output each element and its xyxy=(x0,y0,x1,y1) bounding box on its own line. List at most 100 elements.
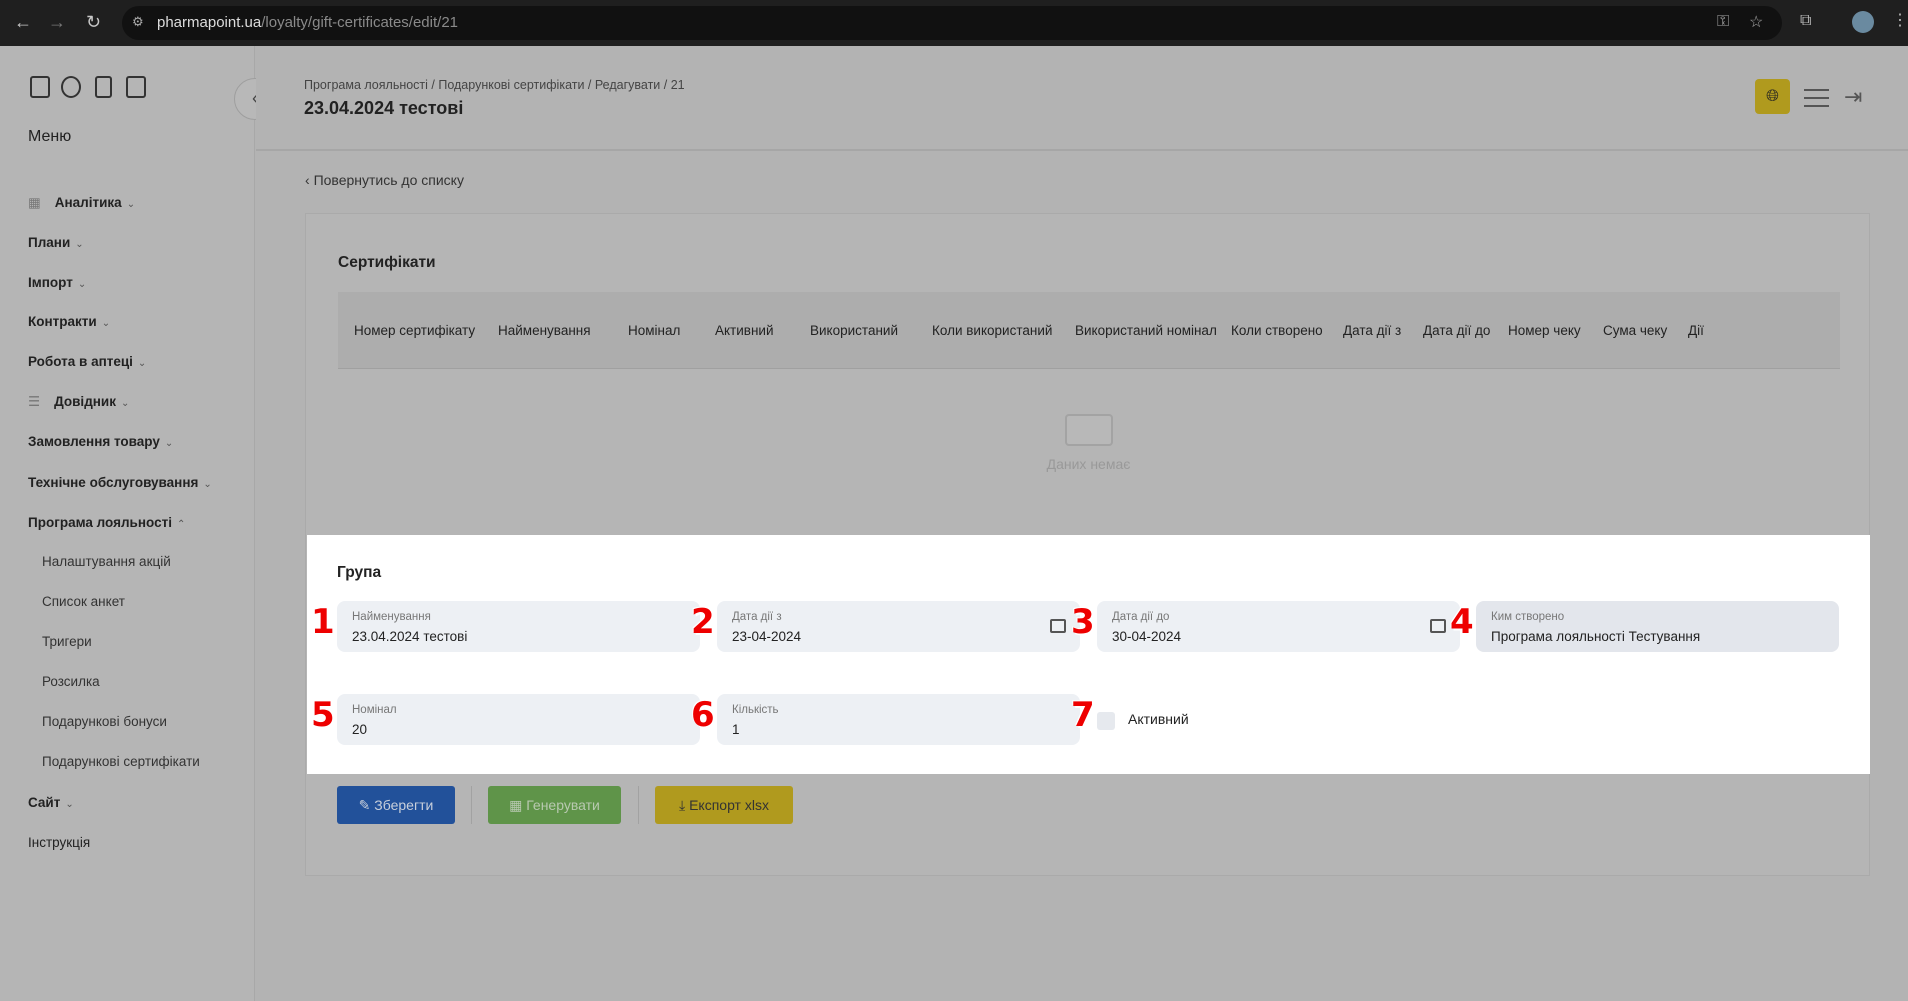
field-value: 23.04.2024 тестові xyxy=(352,629,468,644)
field-input[interactable]: Дата дії до 30-04-2024 xyxy=(1097,601,1460,652)
download-icon: ⤓ xyxy=(679,797,690,813)
sidebar-item[interactable]: Імпорт ⌄ xyxy=(28,275,86,290)
sidebar-item[interactable]: Замовлення товару ⌄ xyxy=(28,434,173,449)
field-input[interactable]: Дата дії з 23-04-2024 xyxy=(717,601,1080,652)
sidebar-item-label: Програма лояльності xyxy=(28,515,172,530)
column-header[interactable]: Дії xyxy=(1688,322,1704,338)
sidebar-item-label: Технічне обслуговування xyxy=(28,475,199,490)
field-value: 30-04-2024 xyxy=(1112,629,1182,644)
logout-icon[interactable]: ⇥ xyxy=(1844,84,1863,109)
sidebar: Меню ▦ Аналітика ⌄ Плани ⌄ Імпорт ⌄ Контракти ⌄ Р… xyxy=(0,46,255,1001)
field-input: Ким створено Програма лояльності Тестуван… xyxy=(1476,601,1839,652)
sidebar-subitem[interactable]: Налаштування акцій xyxy=(42,554,171,569)
url-path: /loyalty/gift-certificates/edit/21 xyxy=(261,14,459,31)
column-header[interactable]: Дата дії до xyxy=(1423,322,1491,338)
url-text: pharmapoint.ua/loyalty/gift-certificates… xyxy=(157,14,458,31)
export-xlsx-button[interactable]: ⤓ Експорт xlsx xyxy=(655,786,793,824)
address-bar[interactable]: ⚙ pharmapoint.ua/loyalty/gift-certificat… xyxy=(122,6,1782,40)
star-icon[interactable]: ☆ xyxy=(1749,14,1764,31)
active-checkbox[interactable] xyxy=(1097,712,1115,730)
url-host: pharmapoint.ua xyxy=(157,14,262,31)
chevron-down-icon: ⌄ xyxy=(77,279,87,290)
back-link-label: Повернутись до списку xyxy=(313,172,464,188)
field-label: Номінал xyxy=(352,704,397,716)
sidebar-item[interactable]: ▦ Аналітика ⌄ xyxy=(28,195,135,211)
field-input[interactable]: Кількість 1 xyxy=(717,694,1080,745)
sidebar-item-label: Аналітика xyxy=(54,195,122,210)
sidebar-item[interactable]: Контракти ⌄ xyxy=(28,314,110,329)
sidebar-item-label: Плани xyxy=(28,235,71,250)
field-label: Найменування xyxy=(352,611,431,623)
book-icon[interactable] xyxy=(126,76,146,98)
pencil-icon: ✎ xyxy=(358,797,375,813)
site-settings-icon[interactable]: ⚙ xyxy=(132,14,144,29)
sidebar-item[interactable]: ☰ Довідник ⌄ xyxy=(28,394,129,410)
sidebar-item-label: Сайт xyxy=(28,795,61,810)
hamburger-menu-icon[interactable] xyxy=(1804,89,1829,113)
page-header: Програма лояльності / Подарункові сертиф… xyxy=(256,46,1908,151)
sidebar-item-label: Замовлення товару xyxy=(28,434,160,449)
forward-arrow-icon[interactable]: → xyxy=(48,12,66,32)
generate-button[interactable]: ▦ Генерувати xyxy=(488,786,621,824)
column-header[interactable]: Номер сертифікату xyxy=(354,322,476,338)
sidebar-item[interactable]: Інструкція xyxy=(28,835,90,850)
pie-chart-icon[interactable] xyxy=(61,76,81,98)
sidebar-item[interactable]: Програма лояльності ⌃ xyxy=(28,515,185,530)
chevron-down-icon: ⌄ xyxy=(75,239,84,250)
active-checkbox-label[interactable]: Активний xyxy=(1128,711,1189,727)
column-header[interactable]: Активний xyxy=(715,322,774,338)
field-label: Кількість xyxy=(732,704,779,716)
chevron-down-icon: ⌄ xyxy=(126,199,136,210)
calendar-icon[interactable] xyxy=(1430,619,1446,633)
field-value: 20 xyxy=(352,722,368,737)
back-arrow-icon[interactable]: ← xyxy=(14,12,32,32)
field-value: 1 xyxy=(732,722,740,737)
column-header[interactable]: Номінал xyxy=(628,322,681,338)
export-label: Експорт xlsx xyxy=(689,797,769,813)
column-header[interactable]: Коли створено xyxy=(1231,322,1323,338)
chevron-down-icon: ⌄ xyxy=(203,479,212,490)
sidebar-subitem[interactable]: Подарункові сертифікати xyxy=(42,754,200,769)
sidebar-item[interactable]: Сайт ⌄ xyxy=(28,795,74,810)
sidebar-subitem[interactable]: Розсилка xyxy=(42,674,100,689)
table-icon: ▦ xyxy=(28,195,41,210)
empty-inbox-icon xyxy=(1064,414,1113,446)
sidebar-item[interactable]: Плани ⌄ xyxy=(28,235,84,250)
sidebar-subitem[interactable]: Подарункові бонуси xyxy=(42,714,167,729)
field-value: Програма лояльності Тестування xyxy=(1491,629,1701,644)
chevron-up-icon: ⌃ xyxy=(176,519,186,530)
globe-icon: 🌐︎ xyxy=(1766,88,1779,105)
sidebar-item-label: Імпорт xyxy=(28,275,73,290)
annotation-marker: 1 xyxy=(311,602,335,642)
key-icon[interactable]: ⚿ xyxy=(1717,13,1730,30)
sidebar-item[interactable]: Робота в аптеці ⌄ xyxy=(28,354,146,369)
avatar[interactable] xyxy=(1852,11,1874,33)
column-header[interactable]: Дата дії з xyxy=(1343,322,1402,338)
language-button[interactable]: 🌐︎ xyxy=(1755,79,1790,114)
sidebar-item[interactable]: Технічне обслуговування ⌄ xyxy=(28,475,212,490)
field-input[interactable]: Номінал 20 xyxy=(337,694,700,745)
column-header[interactable]: Номер чеку xyxy=(1508,322,1581,338)
back-to-list-link[interactable]: ‹ Повернутись до списку xyxy=(305,172,464,188)
column-header[interactable]: Використаний номінал xyxy=(1075,322,1217,338)
column-header[interactable]: Коли використаний xyxy=(932,322,1053,338)
field-input[interactable]: Найменування 23.04.2024 тестові xyxy=(337,601,700,652)
chevron-down-icon: ⌄ xyxy=(120,398,130,409)
annotation-marker: 7 xyxy=(1071,695,1095,735)
reload-icon[interactable]: ↻ xyxy=(86,12,102,32)
document-icon[interactable] xyxy=(95,76,112,98)
chevron-left-icon: ‹ xyxy=(305,172,314,188)
column-header[interactable]: Найменування xyxy=(498,322,591,338)
calendar-icon[interactable] xyxy=(1050,619,1066,633)
group-title: Група xyxy=(337,564,382,581)
divider xyxy=(638,786,639,824)
sidebar-subitem[interactable]: Список анкет xyxy=(42,594,125,609)
column-header[interactable]: Сума чеку xyxy=(1603,322,1668,338)
more-icon[interactable]: ⋮ xyxy=(1892,12,1908,29)
sidebar-item-label: Інструкція xyxy=(28,835,91,850)
save-button[interactable]: ✎ Зберегти xyxy=(337,786,455,824)
sidebar-subitem[interactable]: Тригери xyxy=(42,634,92,649)
box-icon[interactable] xyxy=(30,76,50,98)
extensions-icon[interactable]: ⧉ xyxy=(1800,12,1812,29)
column-header[interactable]: Використаний xyxy=(810,322,898,338)
